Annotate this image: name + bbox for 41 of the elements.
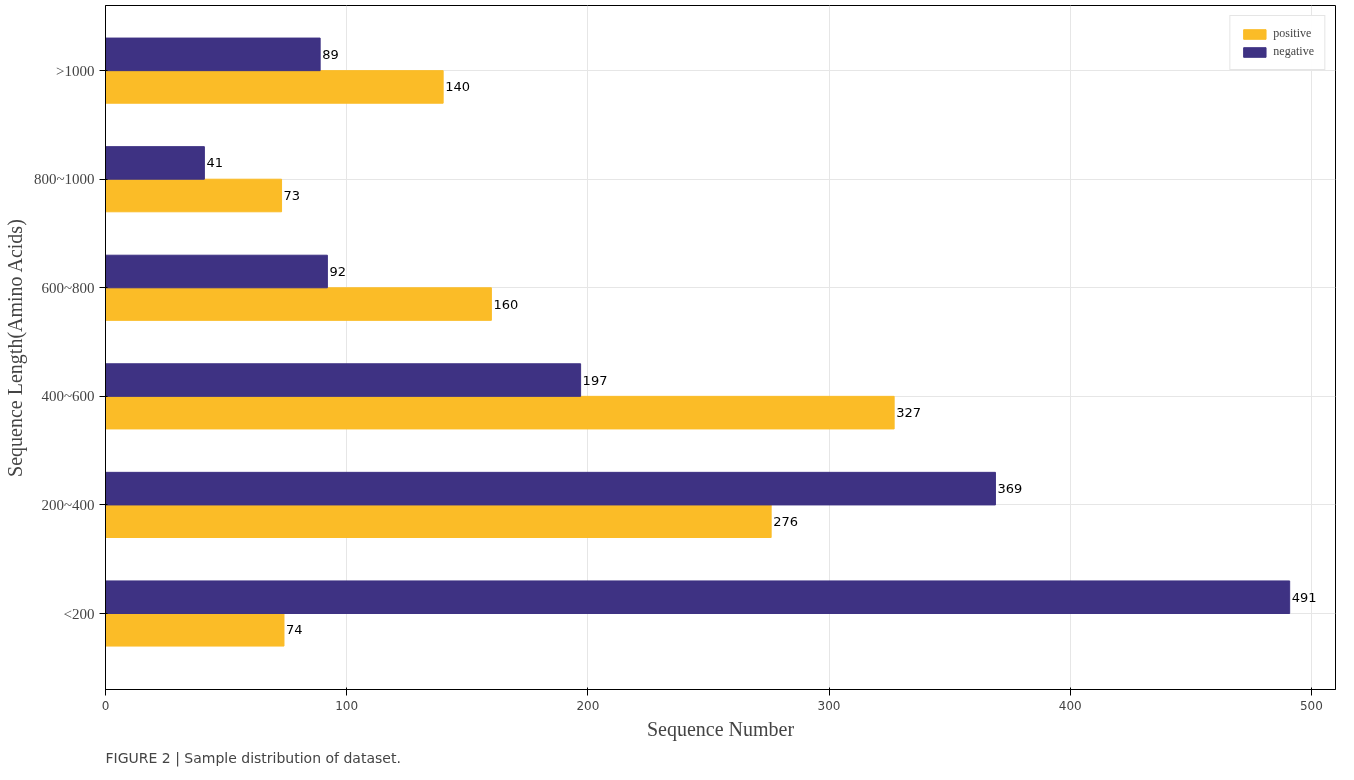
data-label: 197: [582, 372, 608, 388]
legend-label: negative: [1273, 44, 1314, 59]
bar: [105, 70, 444, 104]
bar: [105, 504, 772, 538]
y-tick-label: >1000: [56, 62, 95, 79]
x-tick-label: 200: [576, 698, 600, 713]
y-tick-label: 400~600: [41, 388, 95, 405]
data-label: 41: [206, 155, 223, 171]
x-tick-label: 0: [101, 698, 110, 713]
bar: [105, 613, 285, 647]
x-axis-title: Sequence Number: [646, 717, 795, 741]
bar: [105, 580, 1291, 614]
data-label: 89: [322, 46, 339, 62]
bar: [105, 37, 321, 72]
x-tick-label: 500: [1299, 698, 1323, 713]
bar: [105, 395, 895, 430]
bar: [105, 254, 328, 289]
x-tick-label: 400: [1058, 698, 1082, 713]
y-tick-label: 600~800: [41, 279, 95, 296]
data-label: 369: [997, 481, 1023, 497]
bar: [105, 471, 996, 506]
y-tick-label: <200: [63, 605, 95, 622]
legend-label: positive: [1273, 26, 1312, 41]
data-label: 276: [773, 513, 798, 529]
data-label: 140: [445, 79, 470, 95]
caption: FIGURE 2 | Sample distribution of dataset.: [105, 749, 401, 767]
y-tick-label: 800~1000: [33, 171, 95, 188]
bar: [105, 287, 492, 321]
data-label: 74: [285, 622, 303, 638]
bar: [105, 146, 205, 180]
y-tick-label: 200~400: [41, 496, 95, 513]
bar: [105, 178, 283, 213]
data-label: 73: [283, 188, 301, 203]
x-tick-label: 300: [817, 698, 841, 713]
bar: [105, 363, 582, 397]
data-label: 92: [329, 264, 346, 279]
data-label: 160: [493, 296, 519, 312]
data-label: 491: [1291, 589, 1317, 605]
y-axis-title: Sequence Length(Amino Acids): [3, 219, 27, 477]
data-label: 327: [896, 405, 921, 421]
x-tick-label: 100: [335, 698, 359, 713]
